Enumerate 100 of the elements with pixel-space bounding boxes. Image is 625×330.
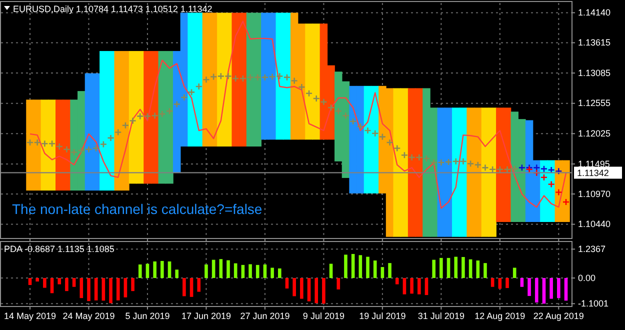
bar [50,278,54,294]
bar [440,258,443,278]
bar [307,278,311,302]
bar [418,278,421,294]
y-tick-label: 1.11495 [578,158,610,169]
x-tick-label: 19 Jul 2019 [359,310,406,321]
y-tick-label: 1.10970 [578,188,611,199]
y-tick-label: 1.14140 [578,8,611,18]
bar [520,278,524,287]
point [555,167,562,175]
bar [446,258,450,278]
y-tick-label: 1.12025 [578,128,611,139]
point [518,164,526,172]
bar [373,260,377,278]
bar [87,278,90,302]
bar [102,278,106,301]
bar [263,264,267,278]
bar [153,261,156,278]
point [540,165,548,172]
point [548,180,555,188]
bar [124,278,128,298]
bar [322,278,326,304]
bar [204,264,208,278]
x-tick-label: 12 Aug 2019 [474,310,526,321]
y-tick-label: 1.13615 [578,38,611,48]
x-tick-label: 24 May 2019 [62,310,115,321]
bar [402,278,406,294]
y-tick-label: 1.13085 [578,68,611,78]
bar [484,263,487,278]
bar [476,260,480,278]
x-tick-label: 27 Jun 2019 [240,310,290,321]
bar [168,261,172,278]
bar [512,268,516,278]
bar [58,278,62,284]
bar [160,260,164,278]
bar [72,278,76,287]
bar [292,278,296,296]
bar [278,268,282,278]
ref-line-label: 1.11342 [577,168,609,178]
bar [366,256,370,278]
bar [175,270,178,278]
bar [138,264,142,278]
point [562,198,570,206]
point [540,174,548,182]
bar [36,278,39,282]
bar [550,278,553,299]
x-tick-label: 9 Jul 2019 [302,310,344,321]
bar [131,278,134,292]
bar [65,278,68,292]
bar [468,259,472,278]
bar [564,278,568,301]
bar [212,260,216,278]
bar [28,278,32,285]
bar [380,267,384,278]
bar [190,278,194,297]
bar [410,278,414,294]
bar [116,278,120,300]
x-tick-label: 22 Aug 2019 [533,310,584,321]
chart-title: EURUSD,Daily 1.10784 1.11473 1.10512 1.11342 [13,4,212,14]
bar [256,264,260,278]
bar [395,278,399,284]
bar [336,278,340,290]
x-tick-label: 31 Jul 2019 [418,310,464,321]
y-tick-label: 1.2367 [578,244,606,254]
bar [557,278,560,298]
bar [80,278,84,298]
bar [351,254,355,278]
bar [528,278,531,296]
bar [94,278,98,300]
point [555,188,562,196]
bar [424,278,428,296]
bar [490,278,494,287]
annotation: The non-late channel is calculate?=false [12,201,262,217]
bar [462,257,465,278]
bar [248,264,252,278]
bar [542,278,546,304]
bar [534,278,538,302]
x-tick-label: 14 May 2019 [4,310,56,321]
y-tick-label: 1.10440 [578,219,611,230]
bar [506,278,509,288]
y-tick-label: 1.12555 [578,98,611,108]
bar [226,260,230,278]
bar [358,255,362,278]
y-tick-label: -1.1001 [578,298,609,309]
y-tick-label: 0.00 [578,272,596,283]
bar [234,263,238,278]
bar [241,264,245,278]
bar [109,278,112,304]
bar [197,278,201,292]
bar [43,278,46,288]
bar [219,259,223,278]
bar [454,256,458,278]
bar [270,268,274,278]
bar [182,278,186,296]
chart-title: PDA -0.8687 1.1135 1.1085 [4,244,114,254]
bar [314,278,318,304]
x-tick-label: 5 Jun 2019 [125,310,170,321]
bar [388,263,392,278]
bar [300,278,304,299]
bar [432,260,436,278]
